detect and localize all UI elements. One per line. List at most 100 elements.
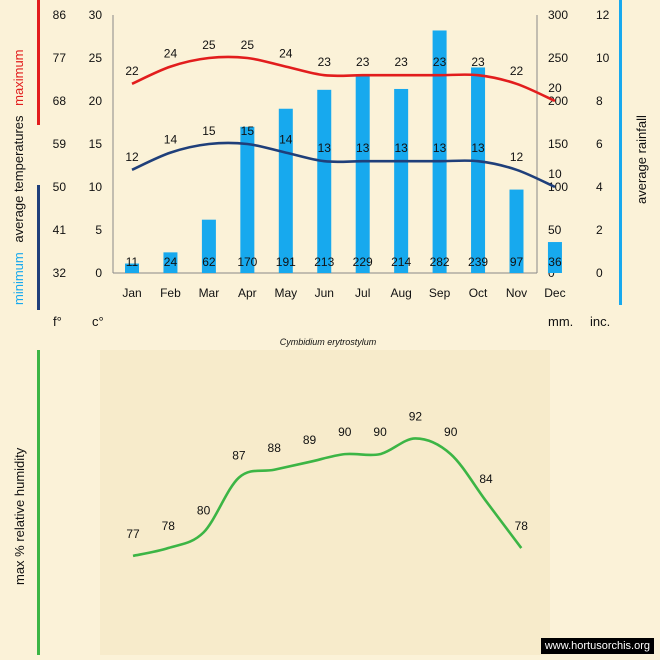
- rainfall-value-label: 97: [510, 255, 524, 269]
- celsius-tick: 25: [89, 51, 103, 65]
- maximum-temperature-line: [131, 55, 556, 103]
- minimum-value-label: 15: [241, 124, 255, 138]
- humidity-value-label: 77: [126, 527, 140, 541]
- fahrenheit-tick: 68: [53, 94, 67, 108]
- maximum-label: maximum: [11, 49, 26, 105]
- rainfall-value-label: 62: [202, 255, 216, 269]
- minimum-value-label: 13: [394, 141, 408, 155]
- maximum-value-label: 24: [164, 47, 178, 61]
- celsius-tick: 5: [95, 223, 102, 237]
- maximum-value-label: 24: [279, 47, 293, 61]
- humidity-value-label: 78: [162, 519, 176, 533]
- mm-tick: 100: [548, 180, 568, 194]
- rainfall-value-label: 11: [126, 255, 139, 269]
- humidity-accent-bar: [37, 350, 40, 655]
- minimum-value-label: 15: [202, 124, 216, 138]
- humidity-panel-background: [100, 350, 550, 655]
- month-tick: Apr: [238, 286, 257, 300]
- minimum-temperature-line: [131, 141, 556, 189]
- maximum-value-label: 20: [548, 81, 562, 95]
- humidity-value-label: 78: [515, 519, 529, 533]
- maximum-value-label: 25: [241, 38, 255, 52]
- mm-tick: 300: [548, 8, 568, 22]
- watermark: www.hortusorchis.org: [540, 638, 654, 654]
- humidity-value-label: 88: [268, 441, 282, 455]
- humidity-axis-label: max % relative humidity: [12, 447, 27, 585]
- rainfall-value-label: 213: [314, 255, 334, 269]
- inches-tick: 2: [596, 223, 603, 237]
- inches-tick: 10: [596, 51, 610, 65]
- rainfall-bar: [432, 30, 447, 274]
- inches-unit-label: inc.: [590, 314, 610, 329]
- humidity-value-label: 80: [197, 503, 211, 517]
- rainfall-value-label: 24: [164, 255, 178, 269]
- fahrenheit-tick: 50: [53, 180, 67, 194]
- celsius-tick: 30: [89, 8, 103, 22]
- month-tick: Nov: [506, 286, 527, 300]
- average-temperatures-label: average temperatures: [11, 115, 26, 243]
- rainfall-value-label: 214: [391, 255, 411, 269]
- fahrenheit-tick: 77: [53, 51, 67, 65]
- rainfall-bar: [547, 242, 562, 273]
- temperature-lines: [131, 55, 556, 189]
- minimum-value-label: 12: [125, 150, 139, 164]
- humidity-value-label: 84: [479, 472, 493, 486]
- maximum-value-label: 22: [125, 64, 139, 78]
- rainfall-value-label: 191: [276, 255, 296, 269]
- minimum-value-label: 13: [318, 141, 332, 155]
- maximum-value-label: 23: [471, 55, 485, 69]
- inches-tick: 8: [596, 94, 603, 108]
- rainfall-bar: [201, 219, 216, 273]
- rainfall-axis-label: average rainfall: [634, 115, 649, 204]
- fahrenheit-tick: 86: [53, 8, 67, 22]
- mm-tick: 50: [548, 223, 562, 237]
- celsius-tick: 15: [89, 137, 103, 151]
- rainfall-value-label: 170: [237, 255, 257, 269]
- maximum-value-label: 23: [318, 55, 332, 69]
- celsius-tick: 20: [89, 94, 103, 108]
- humidity-value-label: 89: [303, 433, 317, 447]
- month-tick: Jul: [355, 286, 370, 300]
- fahrenheit-unit-label: f°: [53, 314, 62, 329]
- rainfall-bar: [125, 263, 139, 273]
- rainfall-bar: [278, 108, 293, 274]
- humidity-value-label: 87: [232, 449, 246, 463]
- mm-tick: 250: [548, 51, 568, 65]
- month-tick: Jun: [315, 286, 334, 300]
- mm-tick: 150: [548, 137, 568, 151]
- chart-title: Cymbidium erytrostylum: [280, 337, 377, 347]
- celsius-tick: 0: [95, 266, 102, 280]
- minimum-accent-bar: [37, 185, 40, 310]
- minimum-value-label: 14: [279, 133, 293, 147]
- maximum-value-label: 23: [433, 55, 447, 69]
- maximum-value-label: 22: [510, 64, 524, 78]
- maximum-value-label: 23: [356, 55, 370, 69]
- temperature-axis-label: minimum average temperatures maximum: [11, 49, 26, 305]
- month-tick: Oct: [469, 286, 488, 300]
- month-tick: Aug: [390, 286, 411, 300]
- rainfall-value-label: 36: [548, 255, 562, 269]
- humidity-value-label: 90: [444, 425, 458, 439]
- humidity-chart: 77 78 80 87 88 89 90 90 92 90 84 78: [126, 409, 529, 558]
- rainfall-bar: [240, 126, 255, 273]
- data-labels: 22 24 25 25 24 23 23 23 23 23 22 20 12 14 15 15 14 13 13 13…: [125, 38, 562, 269]
- maximum-value-label: 23: [394, 55, 408, 69]
- rainfall-value-label: 229: [353, 255, 373, 269]
- minimum-value-label: 13: [471, 141, 485, 155]
- rainfall-value-label: 282: [430, 255, 450, 269]
- month-tick: Jan: [122, 286, 141, 300]
- rainfall-accent-bar: [619, 0, 622, 305]
- inches-tick: 12: [596, 8, 610, 22]
- rainfall-value-label: 239: [468, 255, 488, 269]
- rainfall-bar: [317, 89, 332, 273]
- humidity-value-label: 90: [338, 425, 352, 439]
- month-tick: Sep: [429, 286, 451, 300]
- maximum-accent-bar: [37, 0, 40, 125]
- fahrenheit-tick: 59: [53, 137, 67, 151]
- rainfall-bar: [394, 88, 409, 274]
- minimum-value-label: 10: [548, 167, 562, 181]
- celsius-unit-label: c°: [92, 314, 104, 329]
- rainfall-bar: [355, 76, 370, 273]
